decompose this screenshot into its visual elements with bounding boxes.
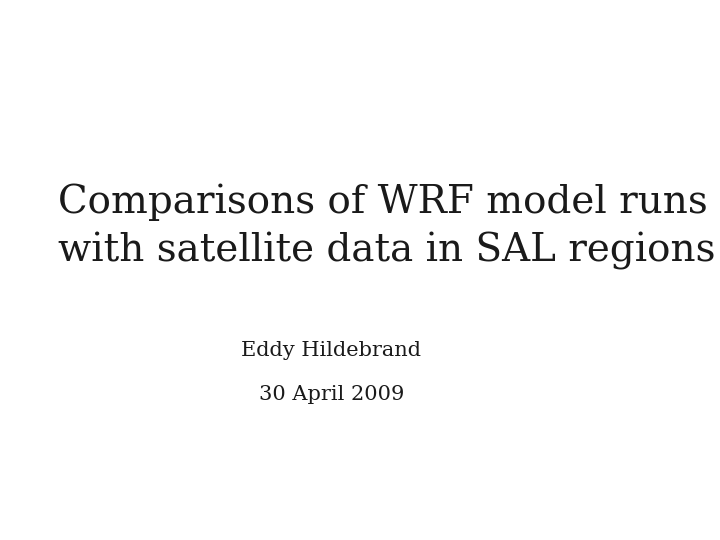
Text: Comparisons of WRF model runs
with satellite data in SAL regions: Comparisons of WRF model runs with satel…	[58, 184, 715, 269]
Text: 30 April 2009: 30 April 2009	[258, 384, 404, 404]
Text: Eddy Hildebrand: Eddy Hildebrand	[241, 341, 421, 361]
